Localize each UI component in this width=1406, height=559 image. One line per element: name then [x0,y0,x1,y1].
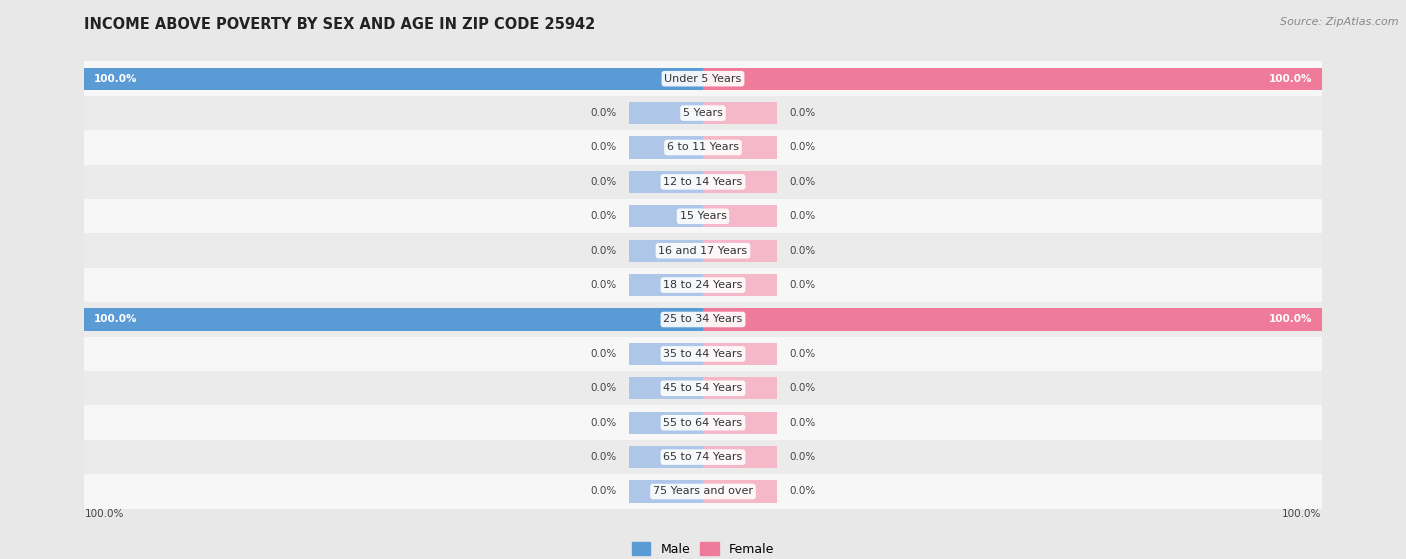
Bar [84,309,703,331]
Text: 65 to 74 Years: 65 to 74 Years [664,452,742,462]
Text: 16 and 17 Years: 16 and 17 Years [658,246,748,255]
Text: 0.0%: 0.0% [591,452,616,462]
Bar [703,343,778,365]
Text: 0.0%: 0.0% [790,246,815,255]
Bar [703,136,778,159]
Text: 75 Years and over: 75 Years and over [652,486,754,496]
Text: 100.0%: 100.0% [94,315,138,324]
Bar [628,136,703,159]
Bar [84,234,1322,268]
Text: 100.0%: 100.0% [94,74,138,84]
Text: 12 to 14 Years: 12 to 14 Years [664,177,742,187]
Text: 0.0%: 0.0% [591,143,616,153]
Bar [628,446,703,468]
Text: 6 to 11 Years: 6 to 11 Years [666,143,740,153]
Text: 0.0%: 0.0% [591,280,616,290]
Bar [703,274,778,296]
Text: 35 to 44 Years: 35 to 44 Years [664,349,742,359]
Bar [84,405,1322,440]
Text: 0.0%: 0.0% [591,246,616,255]
Bar [703,446,778,468]
Bar [628,170,703,193]
Text: 0.0%: 0.0% [591,211,616,221]
Bar [84,474,1322,509]
Bar [703,411,778,434]
Legend: Male, Female: Male, Female [627,537,779,559]
Text: 0.0%: 0.0% [790,108,815,118]
Bar [703,480,778,503]
Text: INCOME ABOVE POVERTY BY SEX AND AGE IN ZIP CODE 25942: INCOME ABOVE POVERTY BY SEX AND AGE IN Z… [84,17,596,32]
Bar [703,68,1322,90]
Text: 18 to 24 Years: 18 to 24 Years [664,280,742,290]
Text: 0.0%: 0.0% [790,280,815,290]
Text: 55 to 64 Years: 55 to 64 Years [664,418,742,428]
Text: 0.0%: 0.0% [790,383,815,394]
Bar [703,102,778,124]
Bar [628,411,703,434]
Text: 0.0%: 0.0% [790,143,815,153]
Bar [84,337,1322,371]
Text: 25 to 34 Years: 25 to 34 Years [664,315,742,324]
Bar [628,239,703,262]
Text: 15 Years: 15 Years [679,211,727,221]
Bar [84,268,1322,302]
Bar [703,377,778,400]
Text: Source: ZipAtlas.com: Source: ZipAtlas.com [1281,17,1399,27]
Text: 0.0%: 0.0% [790,349,815,359]
Bar [84,302,1322,337]
Bar [628,343,703,365]
Bar [703,239,778,262]
Bar [703,205,778,228]
Text: 5 Years: 5 Years [683,108,723,118]
Text: 0.0%: 0.0% [591,486,616,496]
Bar [84,199,1322,234]
Bar [628,274,703,296]
Text: 0.0%: 0.0% [591,383,616,394]
Text: 0.0%: 0.0% [790,418,815,428]
Text: 0.0%: 0.0% [790,452,815,462]
Text: 0.0%: 0.0% [790,211,815,221]
Bar [703,309,1322,331]
Text: 0.0%: 0.0% [591,418,616,428]
Text: Under 5 Years: Under 5 Years [665,74,741,84]
Bar [84,96,1322,130]
Bar [628,480,703,503]
Bar [84,61,1322,96]
Bar [628,102,703,124]
Bar [84,165,1322,199]
Bar [84,130,1322,165]
Text: 0.0%: 0.0% [591,349,616,359]
Bar [84,371,1322,405]
Bar [84,68,703,90]
Bar [628,377,703,400]
Bar [703,170,778,193]
Text: 100.0%: 100.0% [1268,74,1312,84]
Bar [628,205,703,228]
Text: 45 to 54 Years: 45 to 54 Years [664,383,742,394]
Text: 0.0%: 0.0% [591,177,616,187]
Text: 0.0%: 0.0% [790,486,815,496]
Text: 100.0%: 100.0% [1268,315,1312,324]
Bar [84,440,1322,474]
Text: 100.0%: 100.0% [84,509,124,519]
Text: 0.0%: 0.0% [790,177,815,187]
Text: 100.0%: 100.0% [1282,509,1322,519]
Text: 0.0%: 0.0% [591,108,616,118]
